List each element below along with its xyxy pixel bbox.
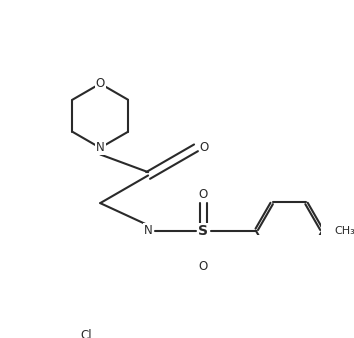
Text: O: O	[199, 188, 208, 201]
Text: CH₃: CH₃	[335, 226, 354, 236]
Text: O: O	[199, 260, 208, 273]
Text: N: N	[144, 224, 153, 237]
Text: Cl: Cl	[80, 329, 92, 338]
Text: O: O	[200, 141, 209, 154]
Text: O: O	[96, 77, 105, 90]
Text: N: N	[96, 141, 104, 154]
Text: S: S	[198, 224, 209, 238]
